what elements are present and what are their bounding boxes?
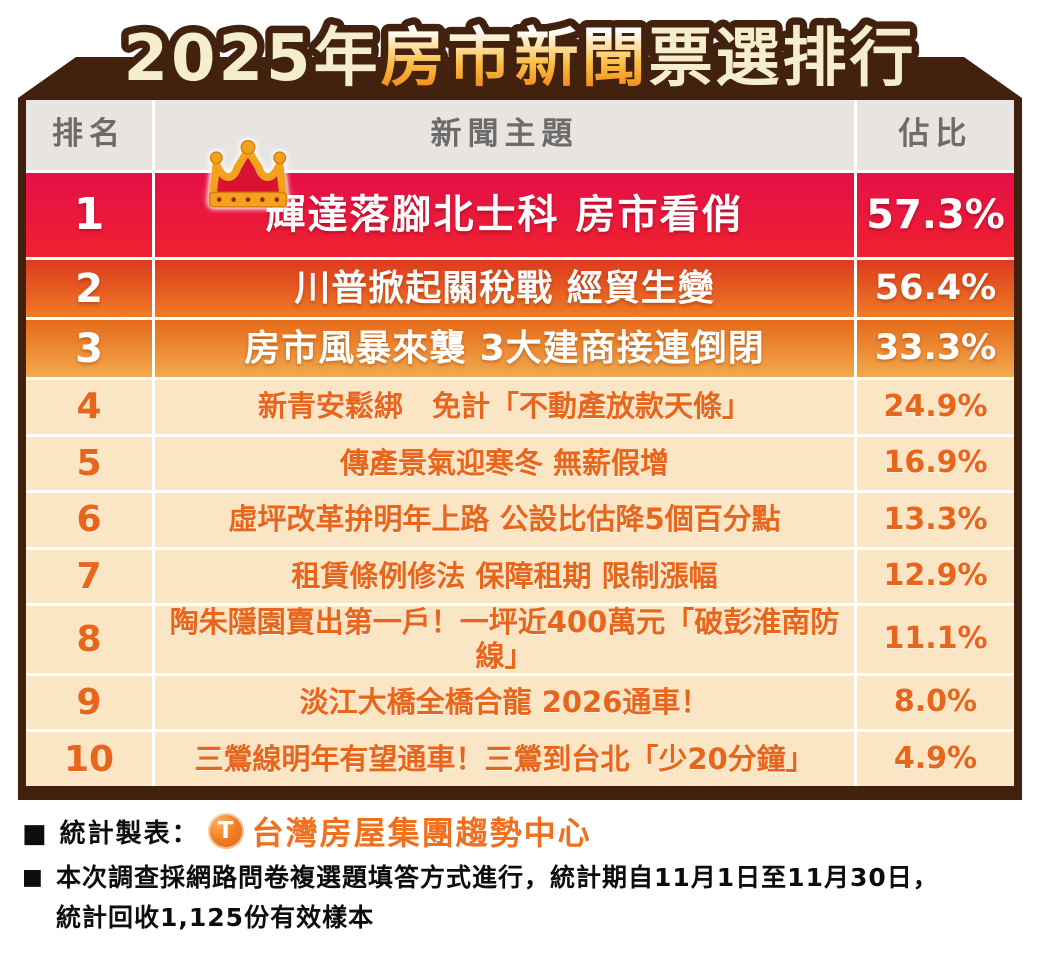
share-cell: 8.0% bbox=[857, 675, 1014, 730]
note-text: 本次調查採網路問卷複選題填答方式進行，統計期自11月1日至11月30日， 統計回… bbox=[56, 858, 939, 938]
topic-cell: 輝達落腳北士科 房市看俏 bbox=[155, 173, 854, 257]
title-part-year: 2025年 bbox=[123, 22, 380, 96]
rank-cell: 1 bbox=[26, 173, 152, 257]
table-row: 2 川普掀起關稅戰 經貿生變 56.4% bbox=[26, 260, 1014, 317]
share-cell: 13.3% bbox=[857, 493, 1014, 547]
table-row: 8 陶朱隱園賣出第一戶！一坪近400萬元「破彭淮南防線」 11.1% bbox=[26, 606, 1014, 673]
header-share: 佔比 bbox=[857, 100, 1014, 170]
source-label: ■ 統計製表： bbox=[22, 818, 200, 849]
share-cell: 56.4% bbox=[857, 260, 1014, 317]
survey-note: ■ 本次調查採網路問卷複選題填答方式進行，統計期自11月1日至11月30日， 統… bbox=[22, 858, 939, 938]
share-cell: 11.1% bbox=[857, 606, 1014, 673]
share-cell: 12.9% bbox=[857, 549, 1014, 604]
share-cell: 33.3% bbox=[857, 320, 1014, 377]
table-row: 6 虛坪改革拚明年上路 公設比估降5個百分點 13.3% bbox=[26, 493, 1014, 547]
title-part-topic: 房市新聞 bbox=[381, 22, 649, 96]
title-part-rank: 票選排行 bbox=[649, 22, 917, 96]
page-title: 2025年房市新聞票選排行 bbox=[116, 15, 921, 104]
topic-cell: 房市風暴來襲 3大建商接連倒閉 bbox=[155, 320, 854, 377]
rank-cell: 9 bbox=[26, 675, 152, 730]
topic-cell: 租賃條例修法 保障租期 限制漲幅 bbox=[155, 549, 854, 604]
share-cell: 24.9% bbox=[857, 380, 1014, 434]
rank-cell: 6 bbox=[26, 493, 152, 547]
topic-cell: 陶朱隱園賣出第一戶！一坪近400萬元「破彭淮南防線」 bbox=[155, 606, 854, 673]
topic-cell: 淡江大橋全橋合龍 2026通車！ bbox=[155, 675, 854, 730]
rank-cell: 4 bbox=[26, 380, 152, 434]
share-cell: 16.9% bbox=[857, 436, 1014, 491]
table-row: 9 淡江大橋全橋合龍 2026通車！ 8.0% bbox=[26, 675, 1014, 730]
table-row: 3 房市風暴來襲 3大建商接連倒閉 33.3% bbox=[26, 320, 1014, 377]
table-row: 7 租賃條例修法 保障租期 限制漲幅 12.9% bbox=[26, 549, 1014, 604]
svg-text:2025年房市新聞票選排行: 2025年房市新聞票選排行 bbox=[123, 22, 916, 96]
rank-cell: 3 bbox=[26, 320, 152, 377]
table-row: 1 輝達落腳北士科 房市看俏 57.3% bbox=[26, 173, 1014, 257]
topic-cell: 三鶯線明年有望通車！三鶯到台北「少20分鐘」 bbox=[155, 732, 854, 786]
table-row: 10 三鶯線明年有望通車！三鶯到台北「少20分鐘」 4.9% bbox=[26, 732, 1014, 786]
rank-cell: 8 bbox=[26, 606, 152, 673]
rank-cell: 2 bbox=[26, 260, 152, 317]
header-rank: 排名 bbox=[26, 100, 152, 170]
rank-cell: 10 bbox=[26, 732, 152, 786]
topic-cell: 傳產景氣迎寒冬 無薪假增 bbox=[155, 436, 854, 491]
source-line: ■ 統計製表： T 台灣房屋集團趨勢中心 bbox=[22, 808, 592, 854]
table-row: 4 新青安鬆綁 免計「不動產放款天條」 24.9% bbox=[26, 380, 1014, 434]
topic-cell: 虛坪改革拚明年上路 公設比估降5個百分點 bbox=[155, 493, 854, 547]
note-line-1: 本次調查採網路問卷複選題填答方式進行，統計期自11月1日至11月30日， bbox=[56, 863, 939, 892]
source-brand: 台灣房屋集團趨勢中心 bbox=[251, 814, 592, 852]
table-header-row: 排名 新聞主題 佔比 bbox=[26, 100, 1014, 170]
ranking-table: 排名 新聞主題 佔比 1 輝達落腳北士科 房市看俏 57.3% 2 川普掀起關稅戰 經貿… bbox=[26, 100, 1014, 786]
brand-logo-icon: T bbox=[207, 813, 244, 849]
share-cell: 4.9% bbox=[857, 732, 1014, 786]
topic-cell: 川普掀起關稅戰 經貿生變 bbox=[155, 260, 854, 317]
table-row: 5 傳產景氣迎寒冬 無薪假增 16.9% bbox=[26, 436, 1014, 491]
note-bullet: ■ bbox=[22, 865, 44, 890]
topic-cell: 新青安鬆綁 免計「不動產放款天條」 bbox=[155, 380, 854, 434]
rank-cell: 7 bbox=[26, 549, 152, 604]
crown-icon bbox=[208, 139, 288, 208]
note-line-2: 統計回收1,125份有效樣本 bbox=[56, 903, 375, 932]
header-topic: 新聞主題 bbox=[155, 100, 854, 170]
rank-cell: 5 bbox=[26, 436, 152, 491]
share-cell: 57.3% bbox=[857, 173, 1014, 257]
